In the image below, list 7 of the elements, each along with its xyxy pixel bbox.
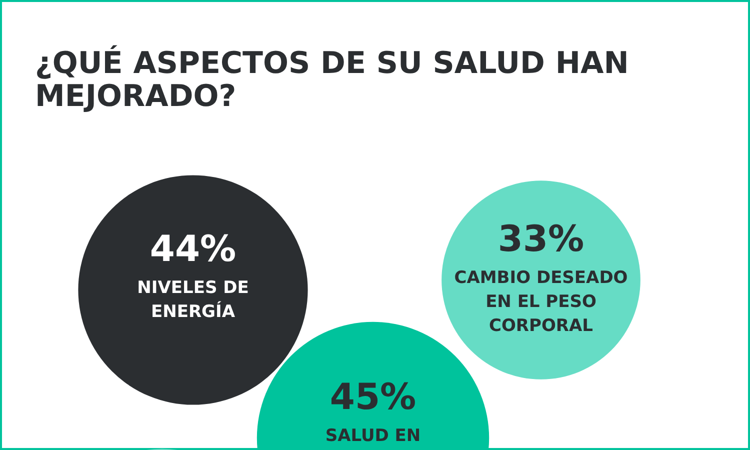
data-label: 33% [498,219,584,260]
data-label: 44% [150,229,236,270]
data-label: 45% [330,377,416,418]
category-label: CAMBIO DESEADO EN EL PESO CORPORAL [454,268,628,336]
category-label: NIVELES DE ENERGÍA [137,278,249,322]
text: ¿QUÉ ASPECTOS DE SU SALUD HAN MEJORADO? [35,45,629,114]
category-label: SALUD EN [325,426,421,446]
